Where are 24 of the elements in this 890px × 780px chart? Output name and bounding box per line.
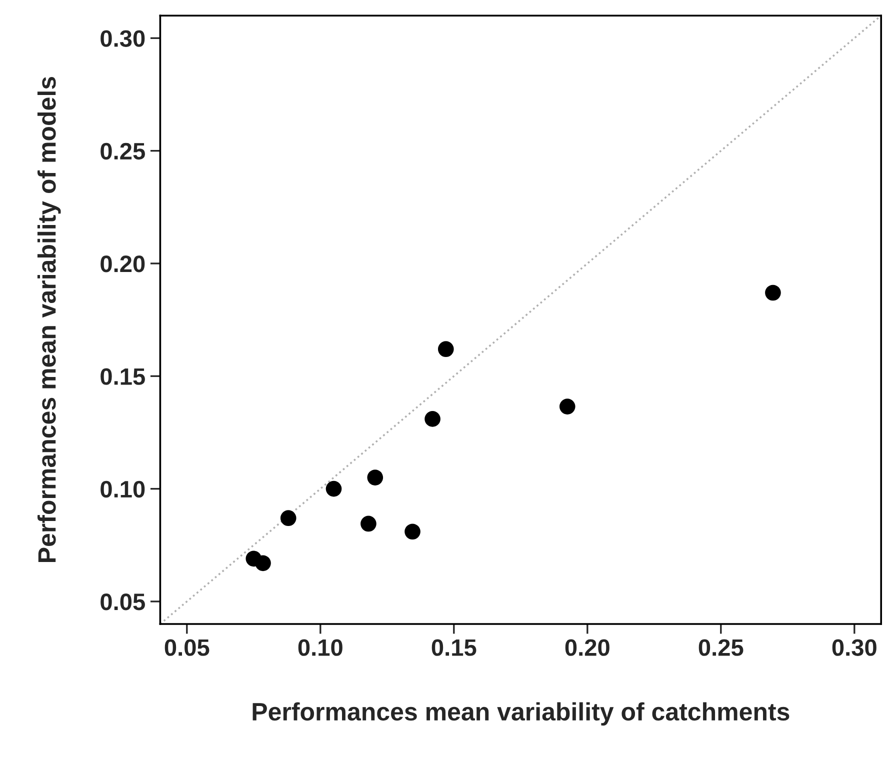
x-tick-label: 0.20: [565, 639, 610, 656]
y-tick-label: 0.05: [100, 594, 145, 610]
y-tick-label: 0.30: [100, 30, 145, 47]
y-tick-label: 0.20: [100, 256, 145, 272]
point: [765, 284, 781, 301]
point: [280, 510, 296, 526]
x-tick-label: 0.25: [698, 639, 744, 656]
y-tick-label: 0.25: [100, 142, 145, 160]
point: [559, 398, 576, 414]
y-tick-label: 0.15: [100, 368, 145, 385]
y-axis-title: Performances mean variability of models: [37, 76, 61, 562]
y-tick-label: 0.10: [100, 480, 145, 498]
x-tick-label: 0.05: [164, 639, 210, 656]
point: [326, 480, 342, 497]
x-tick-label: 0.30: [832, 639, 876, 656]
point: [360, 516, 376, 532]
point: [367, 470, 384, 486]
point: [255, 555, 271, 572]
point: [424, 411, 440, 427]
x-axis-title: Performances mean variability of catchments: [252, 702, 790, 726]
x-tick-label: 0.15: [432, 639, 476, 656]
x-tick-label: 0.10: [298, 639, 342, 656]
point: [438, 341, 454, 358]
point: [404, 524, 420, 540]
